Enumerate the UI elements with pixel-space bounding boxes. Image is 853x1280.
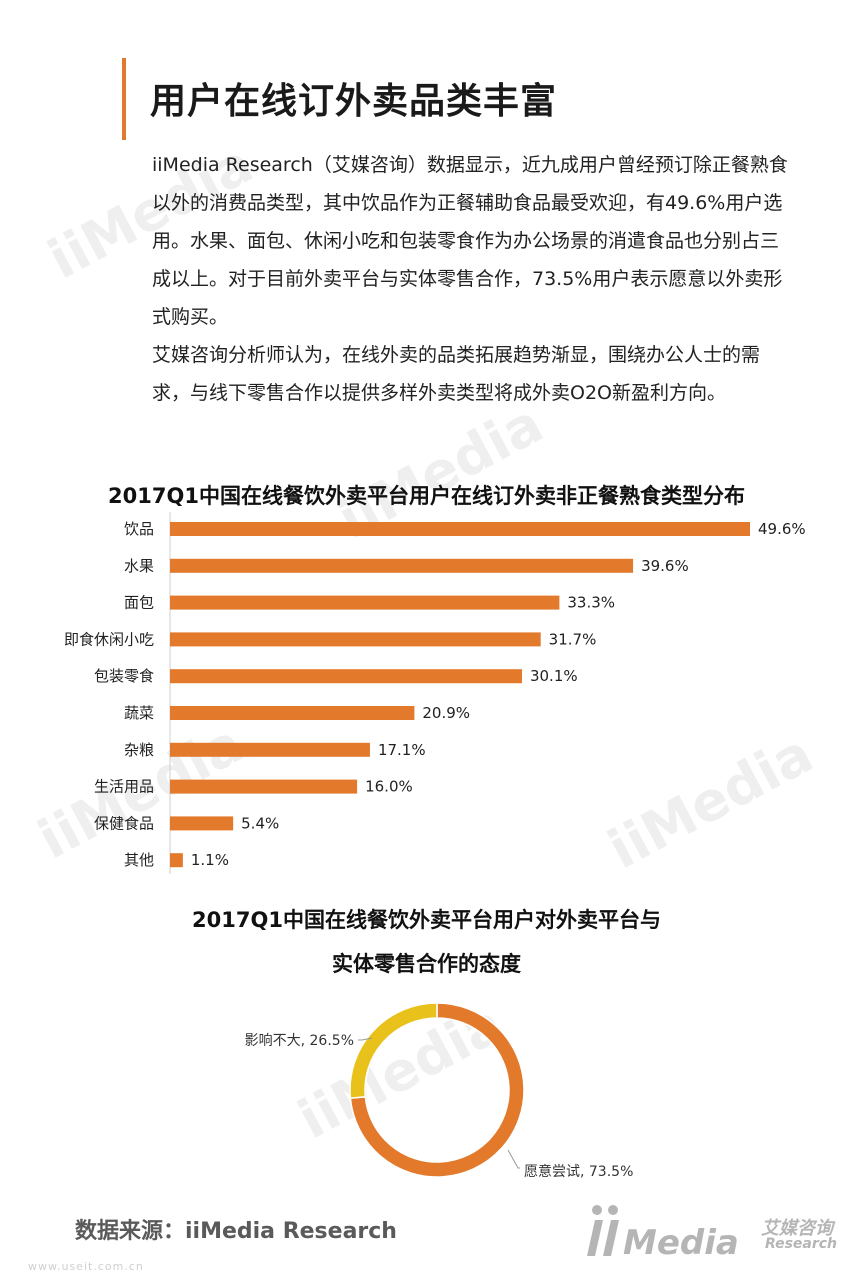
category-label: 蔬菜 [124,704,154,722]
bar-chart: 饮品 49.6% 水果 39.6% 面包 33.3% 即食休闲小吃 31.7% 包装零食 30.1… [64,512,806,874]
bar [170,632,541,647]
bar [170,558,634,573]
value-label: 49.6% [758,520,806,538]
category-label: 饮品 [124,520,154,538]
bar [170,742,370,757]
page-title: 用户在线订外卖品类丰富 [150,81,558,122]
donut-slice [349,1002,438,1100]
category-label: 水果 [124,557,154,575]
intro-text: iiMedia Research（艾媒咨询）数据显示，近九成用户曾经预订除正餐熟… [152,146,792,412]
leader-line [507,1149,520,1169]
donut-chart-title: 2017Q1中国在线餐饮外卖平台用户对外卖平台与 实体零售合作的态度 [0,898,853,986]
value-label: 33.3% [567,594,615,612]
bar [170,595,560,610]
leader-line [358,1037,373,1041]
category-label: 即食休闲小吃 [64,630,154,648]
category-label: 面包 [124,594,154,612]
value-label: 30.1% [530,667,578,685]
logo-cn: 艾媒咨询 [761,1218,833,1239]
value-label: 20.9% [422,704,470,722]
value-label: 5.4% [241,814,279,832]
site-url: www.useit.com.cn [28,1260,144,1273]
donut-chart-title-line: 实体零售合作的态度 [332,952,521,976]
value-label: 17.1% [378,741,426,759]
bar [170,706,415,720]
intro-paragraph: 艾媒咨询分析师认为，在线外卖的品类拓展趋势渐显，围绕办公人士的需求，与线下零售合… [152,344,761,404]
category-label: 包装零食 [94,667,154,685]
category-label: 其他 [124,851,154,869]
donut-chart-title-line: 2017Q1中国在线餐饮外卖平台用户对外卖平台与 [192,908,661,932]
value-label: 1.1% [191,851,229,869]
logo-dot [608,1205,618,1215]
value-label: 31.7% [549,630,597,648]
value-label: 39.6% [641,557,689,575]
logo-dot [592,1205,602,1215]
intro-paragraph: iiMedia Research（艾媒咨询）数据显示，近九成用户曾经预订除正餐熟… [152,154,788,328]
bar [170,669,522,684]
logo-graphic: Media [587,1205,739,1263]
data-source: 数据来源：iiMedia Research [75,1219,397,1244]
logo-en: Research [765,1236,838,1252]
slice-label: 影响不大, 26.5% [245,1033,354,1049]
category-label: 杂粮 [124,741,154,759]
iimedia-logo: Media 艾媒咨询 Research [583,1200,843,1263]
donut-chart: 愿意尝试, 73.5% 影响不大, 26.5% [245,1002,633,1180]
slice-label: 愿意尝试, 73.5% [524,1163,633,1180]
bar [170,853,183,868]
logo-text: Media [623,1223,739,1262]
category-label: 生活用品 [94,778,154,796]
value-label: 16.0% [365,778,413,796]
title-accent-bar [122,58,126,140]
bar [170,522,750,536]
bar [170,779,358,794]
category-label: 保健食品 [94,814,154,832]
logo-stroke [603,1220,619,1256]
bar [170,816,234,831]
bar-chart-title: 2017Q1中国在线餐饮外卖平台用户在线订外卖非正餐熟食类型分布 [108,484,745,508]
logo-stroke [587,1220,603,1256]
